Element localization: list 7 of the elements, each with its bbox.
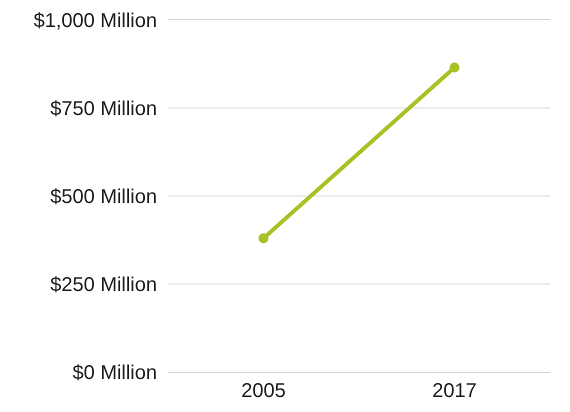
x-tick-label: 2017: [432, 380, 477, 402]
y-tick-label: $1,000 Million: [34, 10, 157, 32]
x-tick-label: 2005: [241, 380, 286, 402]
y-tick-label: $250 Million: [50, 274, 157, 296]
y-tick-label: $0 Million: [72, 362, 157, 384]
y-tick-label: $500 Million: [50, 186, 157, 208]
y-tick-label: $750 Million: [50, 98, 157, 120]
